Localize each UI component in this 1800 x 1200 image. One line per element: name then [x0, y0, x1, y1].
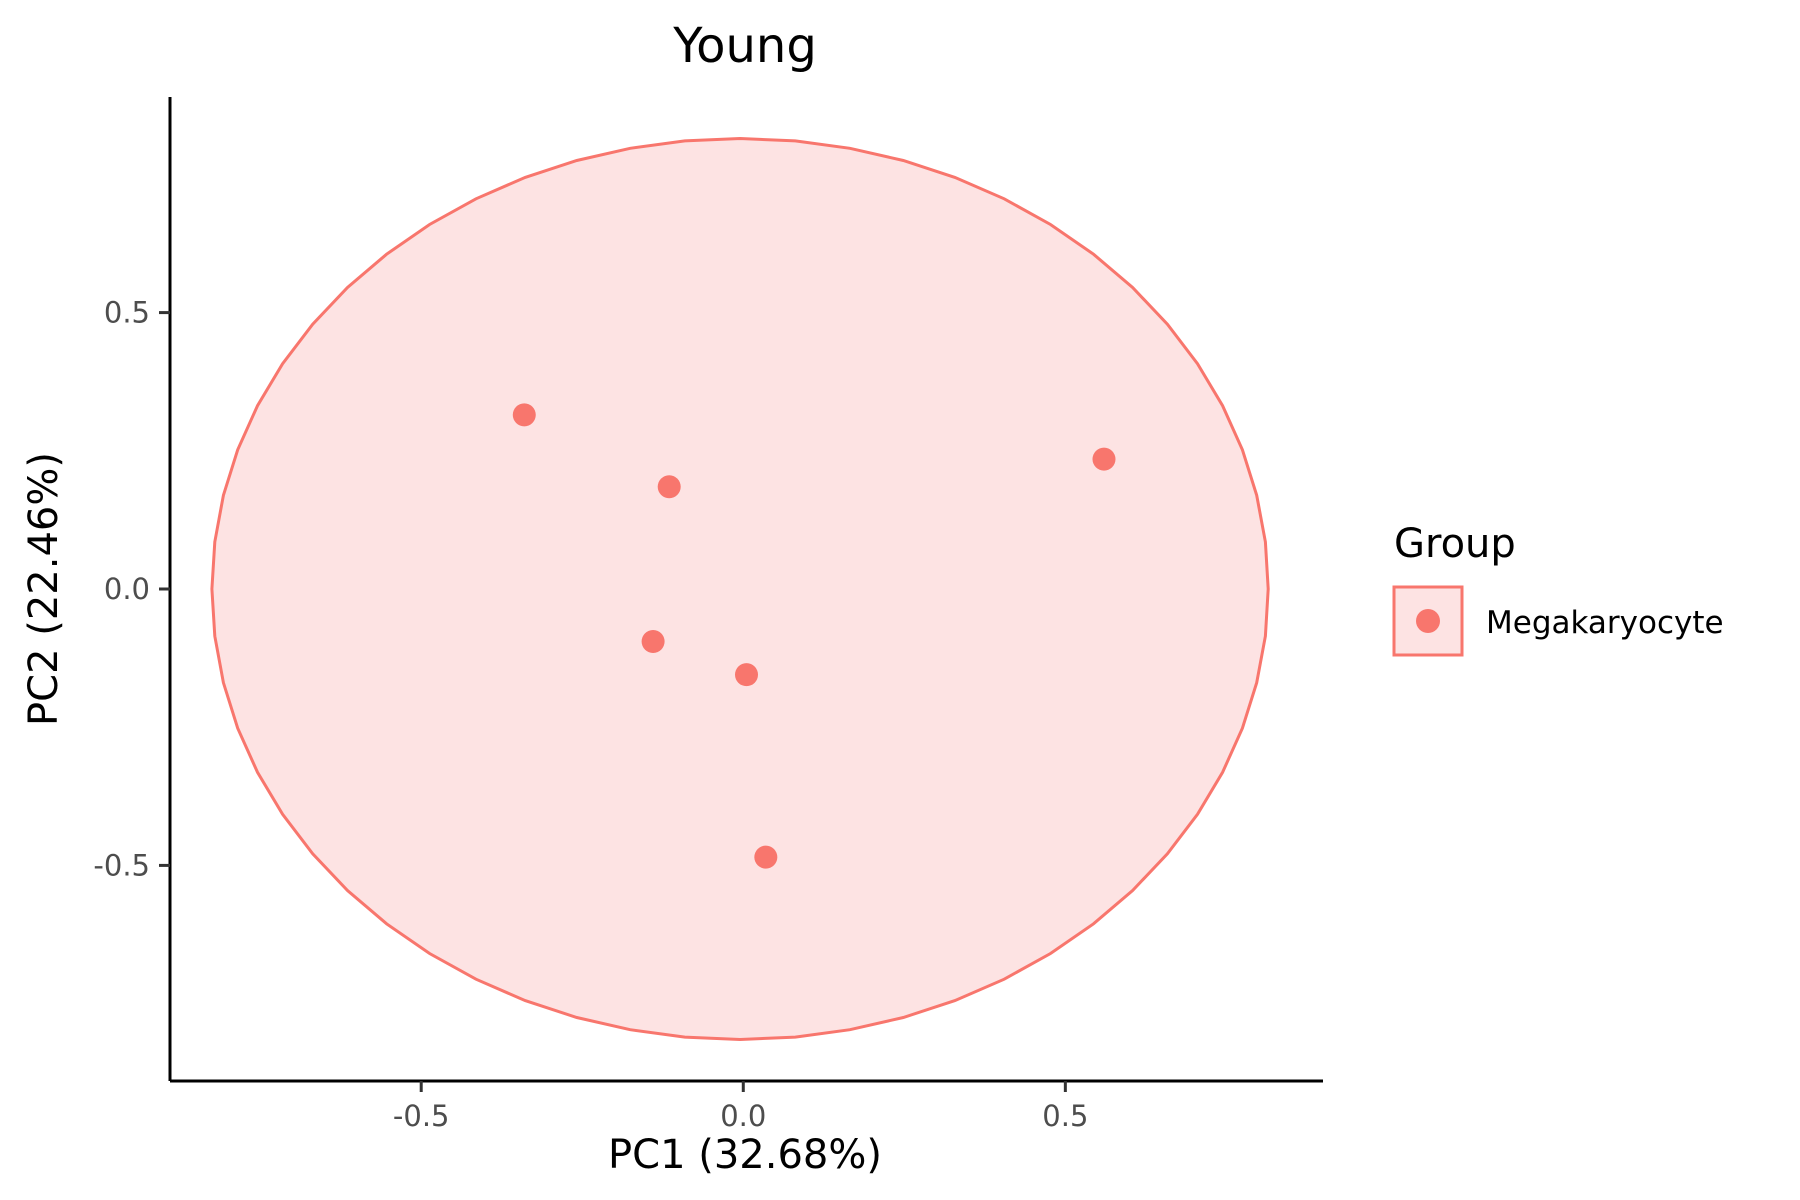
- x-tick-label: 0.0: [720, 1099, 766, 1133]
- data-point: [657, 475, 681, 499]
- confidence-ellipse: [210, 136, 1270, 1042]
- data-point: [641, 630, 665, 654]
- x-axis-title: PC1 (32.68%): [608, 1132, 882, 1178]
- legend-title: Group: [1394, 521, 1516, 567]
- chart-title: Young: [672, 18, 817, 74]
- x-tick-label: -0.5: [393, 1099, 450, 1133]
- data-point: [512, 403, 536, 427]
- y-tick-label: -0.5: [93, 848, 150, 882]
- legend-label-megakaryocyte: Megakaryocyte: [1486, 605, 1724, 641]
- data-point: [754, 845, 778, 869]
- y-axis-ticks: -0.5 0.0 0.5: [93, 296, 170, 882]
- x-axis-ticks: -0.5 0.0 0.5: [393, 1081, 1088, 1133]
- plot-area: [210, 136, 1270, 1042]
- data-point: [1092, 447, 1116, 471]
- y-axis-title: PC2 (22.46%): [21, 452, 67, 726]
- x-tick-label: 0.5: [1042, 1099, 1088, 1133]
- y-tick-label: 0.5: [104, 296, 150, 330]
- legend: Group Megakaryocyte: [1392, 521, 1724, 657]
- legend-key-point: [1416, 609, 1440, 633]
- data-point: [735, 663, 758, 687]
- y-tick-label: 0.0: [104, 572, 150, 606]
